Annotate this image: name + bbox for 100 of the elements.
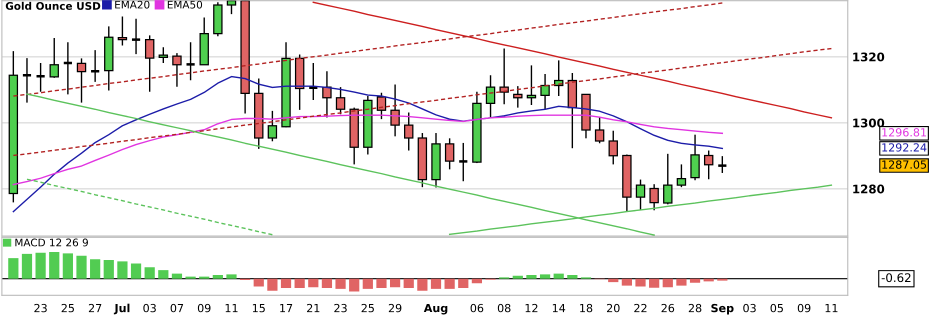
category-label: 05 <box>770 304 783 312</box>
candlestick <box>158 46 168 64</box>
bar <box>676 278 687 286</box>
category-label: 27 <box>88 304 102 312</box>
candlestick <box>444 138 454 170</box>
line-series <box>12 76 724 212</box>
bar <box>635 278 646 286</box>
bar <box>472 278 482 284</box>
text: -0.62 <box>882 273 910 282</box>
legend-label: MACD 12 26 9 <box>15 238 88 246</box>
candlestick <box>404 112 414 152</box>
candlestick <box>172 52 182 88</box>
bar <box>117 261 128 279</box>
bar <box>294 278 305 288</box>
bar <box>172 274 182 279</box>
candlestick <box>704 150 714 180</box>
category-label: 11 <box>226 304 238 312</box>
bar <box>622 278 632 286</box>
bar <box>104 260 114 279</box>
bar <box>322 278 332 288</box>
candlestick <box>144 34 154 92</box>
category-label: 26 <box>662 304 674 312</box>
candlestick <box>22 57 32 104</box>
text: 1296.81 <box>882 128 926 137</box>
candlestick <box>118 16 128 46</box>
candlestick <box>50 37 59 79</box>
candlestick <box>486 74 496 118</box>
bar <box>308 278 318 288</box>
category-label: 11 <box>826 304 838 312</box>
bar <box>690 278 700 283</box>
candlestick <box>35 62 46 92</box>
bar <box>90 259 100 279</box>
bar <box>704 278 714 282</box>
category-label: Jul <box>114 304 130 314</box>
bar <box>404 278 414 288</box>
line-series <box>26 178 274 236</box>
category-label: 14 <box>552 304 566 312</box>
line-series <box>312 2 832 119</box>
category-label: 09 <box>198 304 211 312</box>
candlestick <box>185 42 196 81</box>
category-label: Aug <box>424 304 448 314</box>
candlestick <box>76 58 86 104</box>
y-tick-label: 1280 <box>853 184 884 194</box>
bar <box>608 278 618 282</box>
bar <box>649 278 660 288</box>
candlestick <box>676 164 686 188</box>
bar <box>62 253 73 279</box>
bar <box>280 278 292 288</box>
y-tick-label: 1320 <box>853 52 884 62</box>
candlestick <box>636 178 646 210</box>
category-label: 17 <box>280 304 292 312</box>
category-label: 22 <box>634 304 646 312</box>
bar <box>417 278 428 291</box>
category-label: 25 <box>62 304 74 312</box>
bar <box>430 278 442 289</box>
candlestick <box>716 155 728 174</box>
bar <box>567 274 578 279</box>
candlestick <box>130 18 142 55</box>
category-label: 12 <box>526 304 538 312</box>
bar <box>540 274 550 279</box>
category-label: 15 <box>252 304 265 312</box>
bar <box>49 252 60 279</box>
bar <box>158 270 168 279</box>
category-label: 23 <box>34 304 47 312</box>
bar <box>76 256 87 279</box>
category-label: 29 <box>388 304 402 312</box>
category-label: 03 <box>743 304 756 312</box>
category-label: 06 <box>470 304 484 312</box>
text: 1292.24 <box>882 143 926 152</box>
category-label: 08 <box>498 304 510 312</box>
category-label: 23 <box>334 304 347 312</box>
category-label: Sep <box>711 304 734 314</box>
bar <box>212 274 223 279</box>
bar <box>458 278 468 288</box>
bar <box>362 278 373 289</box>
bar <box>8 258 18 279</box>
category-label: 25 <box>362 304 374 312</box>
bar <box>390 278 400 288</box>
bar <box>144 267 155 279</box>
candlestick <box>268 110 278 142</box>
category-label: 18 <box>580 304 592 312</box>
candlestick <box>336 86 346 115</box>
bar <box>526 274 537 279</box>
bar <box>444 278 455 289</box>
candlestick <box>90 49 100 83</box>
y-tick-label: 1300 <box>853 118 884 128</box>
chart-title: Gold Ounce USD <box>6 2 100 10</box>
candlestick <box>540 73 550 110</box>
bar <box>254 278 264 286</box>
candlestick <box>62 42 74 96</box>
bar <box>130 263 142 279</box>
bar <box>22 254 32 279</box>
category-label: 07 <box>170 304 184 312</box>
candlestick <box>226 0 236 15</box>
category-label: 09 <box>798 304 810 312</box>
candlestick <box>390 84 400 138</box>
candlestick <box>608 130 618 166</box>
candlestick <box>322 70 332 118</box>
category-label: 21 <box>307 304 320 312</box>
bar <box>554 274 564 279</box>
